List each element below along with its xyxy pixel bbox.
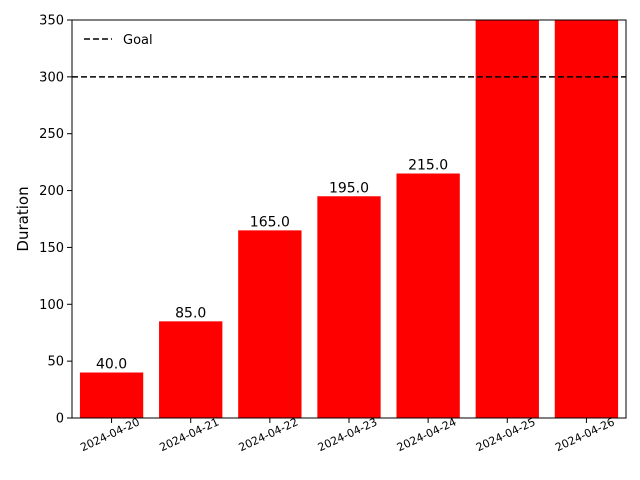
bars — [79, 20, 619, 418]
y-tick-label: 200 — [39, 184, 64, 199]
bar-data-label: 215.0 — [408, 158, 448, 174]
y-tick-label: 350 — [39, 14, 64, 29]
bar-data-labels: 40.0 85.0 165.0 195.0 215.0 — [96, 158, 448, 373]
x-tick-label: 2024-04-23 — [316, 415, 379, 454]
y-tick-label: 100 — [39, 298, 64, 313]
bar — [554, 20, 619, 418]
x-tick-label: 2024-04-21 — [158, 415, 221, 454]
bar-data-label: 40.0 — [96, 357, 127, 373]
bar — [475, 20, 539, 418]
y-tick-label: 50 — [47, 355, 64, 370]
x-tick-label: 2024-04-24 — [395, 415, 458, 454]
x-tick-label: 2024-04-22 — [237, 415, 300, 454]
bar — [317, 196, 381, 418]
x-tick-label: 2024-04-25 — [474, 415, 537, 454]
y-axis-ticks: 0 50 100 150 200 250 300 350 — [39, 14, 72, 427]
y-tick-label: 250 — [39, 127, 64, 142]
bar-data-label: 195.0 — [329, 180, 369, 196]
y-tick-label: 150 — [39, 241, 64, 256]
x-tick-label: 2024-04-20 — [78, 415, 141, 454]
bar — [238, 230, 302, 418]
plot-frame — [71, 19, 627, 419]
legend: Goal — [84, 33, 153, 48]
bar — [79, 372, 144, 418]
bar-data-label: 85.0 — [175, 305, 206, 321]
bar — [159, 321, 223, 418]
bar — [396, 173, 460, 418]
y-tick-label: 0 — [56, 412, 64, 427]
bar-data-label: 165.0 — [250, 214, 290, 230]
y-tick-label: 300 — [39, 70, 64, 85]
y-axis-label: Duration — [14, 186, 32, 251]
x-axis-ticks: 2024-04-20 2024-04-21 2024-04-22 2024-04-23… — [78, 415, 616, 454]
x-tick-label: 2024-04-26 — [553, 415, 616, 454]
legend-goal-label: Goal — [123, 33, 153, 48]
